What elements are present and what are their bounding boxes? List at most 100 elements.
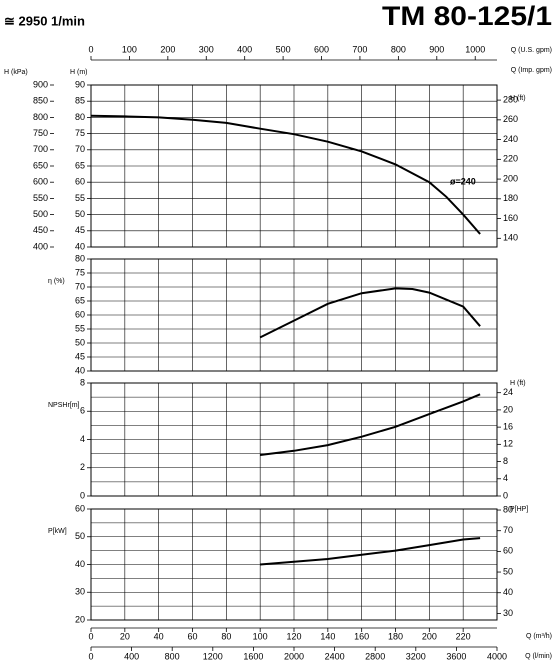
y-tick-label: 50 — [75, 531, 85, 541]
y-tick-label: 85 — [75, 96, 85, 106]
curve — [260, 393, 481, 456]
y-tick-label: 60 — [75, 503, 85, 513]
y2-tick-label: 30 — [503, 608, 513, 618]
y-tick-label: 400 — [33, 241, 48, 251]
y-tick-label: 60 — [75, 177, 85, 187]
x-axis-title: Q (Imp. gpm) — [511, 67, 552, 74]
x-tick-label: 220 — [456, 631, 471, 641]
speed-label: ≅ 2950 1/min — [4, 13, 85, 28]
y-tick-label: 40 — [75, 365, 85, 375]
x-tick-label: 800 — [391, 44, 406, 54]
x-tick-label: 3200 — [406, 651, 426, 661]
x-tick-label: 100 — [122, 44, 137, 54]
y2-tick-label: 140 — [503, 233, 518, 243]
x-tick-label: 800 — [165, 651, 180, 661]
y-tick-label: 55 — [75, 193, 85, 203]
y2-tick-label: 20 — [503, 404, 513, 414]
x-tick-label: 0 — [88, 44, 93, 54]
y-tick-label: 40 — [75, 241, 85, 251]
curve — [260, 537, 481, 566]
y2-axis-title: H (ft) — [510, 95, 526, 102]
y-tick-label: 75 — [75, 267, 85, 277]
y-tick-label: 0 — [80, 490, 85, 500]
x-tick-label: 0 — [88, 631, 93, 641]
y-tick-label: 4 — [80, 434, 85, 444]
y-tick-label: 550 — [33, 193, 48, 203]
y2-tick-label: 200 — [503, 173, 518, 183]
y-tick-label: 65 — [75, 160, 85, 170]
x-tick-label: 160 — [354, 631, 369, 641]
y2-tick-label: 70 — [503, 525, 513, 535]
x-tick-label: 900 — [429, 44, 444, 54]
x-tick-label: 40 — [154, 631, 164, 641]
x-tick-label: 180 — [388, 631, 403, 641]
plot-frame — [90, 84, 498, 248]
y2-tick-label: 4 — [503, 473, 508, 483]
x-tick-label: 3600 — [446, 651, 466, 661]
y-tick-label: 80 — [75, 253, 85, 263]
y-tick-label: 50 — [75, 209, 85, 219]
y2-tick-label: 240 — [503, 134, 518, 144]
y-axis-title: NPSHr[m] — [48, 402, 80, 409]
y2-tick-label: 50 — [503, 566, 513, 576]
y2-tick-label: 12 — [503, 439, 513, 449]
x-tick-label: 1000 — [465, 44, 485, 54]
x-tick-label: 0 — [88, 651, 93, 661]
x-tick-label: 2400 — [325, 651, 345, 661]
y-axis-title: H (m) — [70, 69, 88, 76]
y2-tick-label: 80 — [503, 504, 513, 514]
y-tick-label: 75 — [75, 128, 85, 138]
y2-tick-label: 0 — [503, 490, 508, 500]
x-tick-label: 120 — [286, 631, 301, 641]
x-tick-label: 20 — [120, 631, 130, 641]
y2-axis-title: H (ft) — [510, 380, 526, 387]
x-tick-label: 2800 — [365, 651, 385, 661]
y2-tick-label: 16 — [503, 421, 513, 431]
y-tick-label: 45 — [75, 351, 85, 361]
y2-axis-title: P[HP] — [510, 506, 528, 513]
y-tick-label: 500 — [33, 209, 48, 219]
x-tick-label: 1600 — [243, 651, 263, 661]
model-title: TM 80-125/1 — [382, 1, 552, 31]
y2-tick-label: 180 — [503, 193, 518, 203]
x-tick-label: 80 — [221, 631, 231, 641]
curve — [259, 287, 481, 339]
curve-annotation: ø=240 — [450, 176, 476, 186]
x-tick-label: 700 — [352, 44, 367, 54]
y-tick-label: 65 — [75, 295, 85, 305]
y-tick-label: 90 — [75, 79, 85, 89]
y-tick-label: 450 — [33, 225, 48, 235]
y-tick-label: 900 — [33, 79, 48, 89]
y2-tick-label: 8 — [503, 456, 508, 466]
x-axis-title: Q (m³/h) — [526, 633, 552, 640]
y-axis-title: H (kPa) — [4, 69, 28, 76]
x-tick-label: 1200 — [203, 651, 223, 661]
y-tick-label: 20 — [75, 614, 85, 624]
y-tick-label: 800 — [33, 112, 48, 122]
x-tick-label: 400 — [124, 651, 139, 661]
y-axis-title: η (%) — [48, 278, 65, 285]
x-tick-label: 300 — [199, 44, 214, 54]
x-tick-label: 500 — [276, 44, 291, 54]
y2-tick-label: 280 — [503, 94, 518, 104]
y-tick-label: 600 — [33, 177, 48, 187]
y-axis-title: P[kW] — [48, 528, 67, 535]
y-tick-label: 8 — [80, 377, 85, 387]
y-tick-label: 650 — [33, 160, 48, 170]
y2-tick-label: 160 — [503, 213, 518, 223]
x-tick-label: 4000 — [487, 651, 507, 661]
y2-tick-label: 40 — [503, 587, 513, 597]
y2-tick-label: 60 — [503, 546, 513, 556]
x-tick-label: 60 — [187, 631, 197, 641]
plot-frame — [90, 382, 498, 497]
x-tick-label: 600 — [314, 44, 329, 54]
y-tick-label: 55 — [75, 323, 85, 333]
y-tick-label: 850 — [33, 96, 48, 106]
y2-tick-label: 260 — [503, 114, 518, 124]
y-tick-label: 750 — [33, 128, 48, 138]
y-tick-label: 50 — [75, 337, 85, 347]
y-tick-label: 60 — [75, 309, 85, 319]
y2-tick-label: 220 — [503, 154, 518, 164]
y-tick-label: 80 — [75, 112, 85, 122]
x-tick-label: 400 — [237, 44, 252, 54]
